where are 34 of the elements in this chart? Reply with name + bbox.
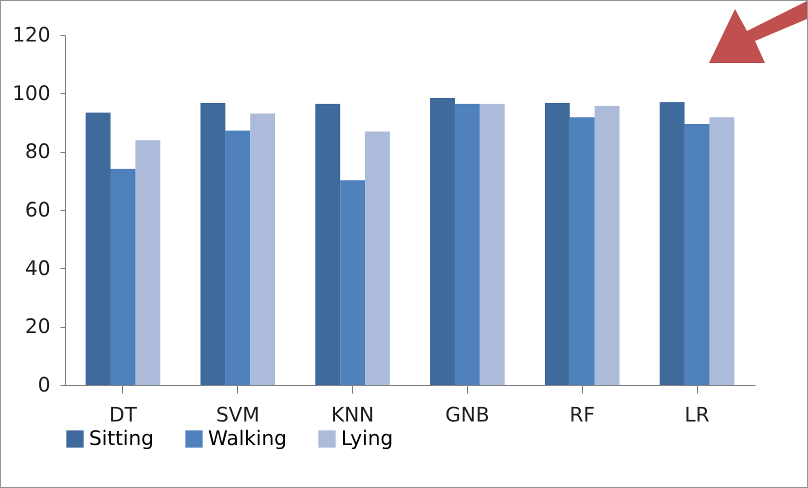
x-tick-label: GNB — [445, 402, 490, 426]
y-tick-label: 120 — [12, 22, 50, 46]
x-tick-label: DT — [109, 402, 138, 426]
y-tick-label: 0 — [38, 372, 50, 396]
bar — [594, 106, 620, 385]
bar — [454, 104, 480, 385]
bar — [200, 102, 226, 385]
legend-label: Lying — [341, 426, 394, 450]
x-tick-label: KNN — [331, 402, 374, 426]
y-tick-label: 60 — [25, 198, 50, 222]
bar — [660, 102, 685, 385]
bar — [430, 98, 455, 385]
y-tick-label: 40 — [25, 256, 50, 280]
bar — [225, 130, 250, 385]
bar — [480, 104, 505, 385]
x-tick-label: SVM — [216, 402, 260, 426]
x-tick-label: RF — [570, 402, 595, 426]
bar — [684, 124, 710, 385]
bar — [365, 132, 390, 385]
bar — [135, 140, 160, 385]
y-tick-label: 80 — [25, 139, 50, 164]
bar — [709, 117, 734, 385]
bar — [86, 112, 111, 385]
legend-label: Sitting — [89, 426, 154, 450]
bar — [110, 168, 136, 385]
bar — [315, 104, 340, 385]
bar — [340, 180, 366, 385]
bar — [544, 102, 570, 385]
bar — [570, 117, 595, 385]
legend-label: Walking — [208, 426, 287, 450]
bar — [250, 113, 276, 385]
x-tick-label: LR — [684, 402, 710, 426]
y-tick-label: 20 — [25, 314, 50, 338]
y-tick-label: 100 — [12, 80, 50, 105]
